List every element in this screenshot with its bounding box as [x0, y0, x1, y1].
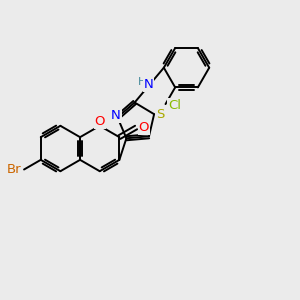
Text: O: O — [94, 115, 105, 128]
Text: O: O — [139, 121, 149, 134]
Text: N: N — [143, 78, 153, 91]
Text: H: H — [138, 77, 146, 87]
Text: S: S — [157, 108, 165, 121]
Text: Cl: Cl — [168, 99, 181, 112]
Text: N: N — [111, 110, 121, 122]
Text: Br: Br — [7, 163, 22, 176]
